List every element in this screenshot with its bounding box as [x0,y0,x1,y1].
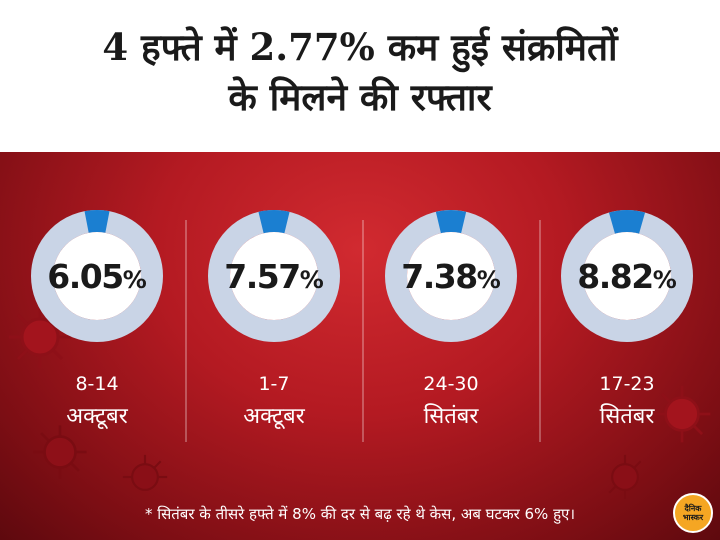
virus-decoration-icon [608,454,642,500]
header: 4 हफ्ते में 2.77% कम हुई संक्रमितों के म… [0,0,720,152]
date-range-label: 8-14 [75,373,118,395]
donut-center [230,232,318,320]
donut-value-label: 7.57% [224,257,323,296]
title-line-2: के मिलने की रफ्तार [228,75,492,119]
logo-line-1: दैनिक [684,504,702,513]
date-range-label: 17-23 [599,373,654,395]
donut-value-label: 8.82% [577,257,676,296]
logo: दैनिक भास्कर [673,493,713,533]
donut-value-arc [31,210,163,342]
virus-decoration-icon [33,425,87,479]
chart-panel: 6.05% 8-14 अक्टूबर 7.57% 1-7 अक्टूबर 7.38% 24-3… [0,152,720,540]
virus-decoration-icon [9,306,71,368]
donut-chart: 6.05% 8-14 अक्टूबर 7.57% 1-7 अक्टूबर 7.38% 24-3… [31,210,693,442]
month-label: अक्टूबर [66,404,128,430]
title-line-1: 4 हफ्ते में 2.77% कम हुई संक्रमितों [102,25,618,69]
donut-center [407,232,495,320]
footnote: * सितंबर के तीसरे हफ्ते में 8% की दर से … [144,505,576,523]
month-label: सितंबर [600,403,656,429]
donut-center [583,232,671,320]
month-label: सितंबर [424,403,480,429]
donut-center [53,232,141,320]
date-range-label: 24-30 [423,373,478,395]
month-label: अक्टूबर [243,404,305,430]
donut-value-label: 6.05% [47,257,146,296]
logo-line-2: भास्कर [682,513,704,522]
date-range-label: 1-7 [258,373,289,395]
virus-decoration-icon [122,454,168,491]
donut-value-label: 7.38% [401,257,500,296]
virus-decoration-icon [653,385,711,443]
